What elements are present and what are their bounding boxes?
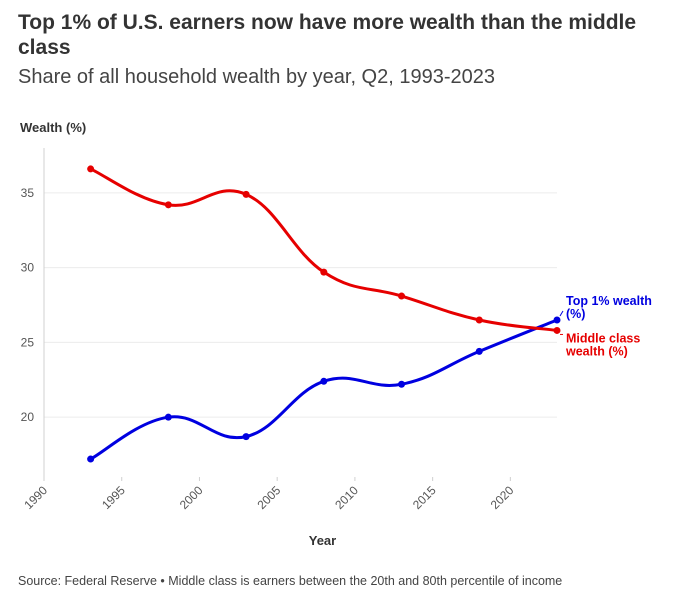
x-tick-label: 1990 <box>21 483 50 512</box>
data-point[interactable] <box>164 413 172 421</box>
data-point[interactable] <box>164 201 172 209</box>
data-point[interactable] <box>553 326 561 334</box>
y-tick-label: 35 <box>21 186 35 200</box>
data-point[interactable] <box>320 268 328 276</box>
x-tick-label: 2000 <box>177 483 206 512</box>
x-tick-label: 2015 <box>410 483 439 512</box>
data-point[interactable] <box>320 377 328 385</box>
data-point[interactable] <box>398 380 406 388</box>
x-tick-label: 2005 <box>255 483 284 512</box>
y-axis: 20 25 30 35 Wealth (%) <box>20 120 86 477</box>
data-point[interactable] <box>87 455 95 463</box>
series-labels: Top 1% wealth (%) Middle class wealth (%) <box>559 294 652 358</box>
y-tick-label: 20 <box>21 410 35 424</box>
data-point[interactable] <box>398 292 406 300</box>
y-tick-label: 30 <box>21 261 35 275</box>
source-note: Source: Federal Reserve • Middle class i… <box>18 574 563 588</box>
x-tick-label: 2010 <box>332 483 361 512</box>
series-line <box>89 318 559 461</box>
gridlines <box>44 192 557 418</box>
label-connector <box>559 310 564 317</box>
y-axis-title: Wealth (%) <box>20 120 86 135</box>
data-point[interactable] <box>242 190 250 198</box>
data-point[interactable] <box>553 316 561 324</box>
chart-subtitle: Share of all household wealth by year, Q… <box>18 66 495 88</box>
series-points <box>87 165 561 463</box>
series-lines <box>89 167 559 461</box>
chart-title: Top 1% of U.S. earners now have more wea… <box>18 11 637 59</box>
data-point[interactable] <box>242 433 250 441</box>
data-point[interactable] <box>475 316 483 324</box>
x-axis: 1990 1995 2000 2005 2010 2015 2020 Year <box>21 477 517 548</box>
y-tick-label: 25 <box>21 335 35 349</box>
data-point[interactable] <box>87 165 95 173</box>
x-axis-title: Year <box>309 533 336 548</box>
x-tick-label: 2020 <box>488 483 517 512</box>
x-tick-label: 1995 <box>99 483 128 512</box>
series-label: Top 1% wealth (%) <box>566 294 652 321</box>
series-label: Middle class wealth (%) <box>565 331 640 358</box>
line-chart: 20 25 30 35 Wealth (%) 1990 1995 2000 2005 2010 2… <box>20 120 652 548</box>
data-point[interactable] <box>475 347 483 355</box>
